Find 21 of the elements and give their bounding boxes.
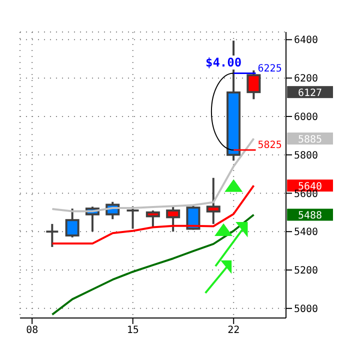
candlestick: [166, 204, 180, 233]
candlestick: [146, 210, 160, 229]
y-tick-label: 6400: [294, 35, 318, 46]
y-tick-label: 5400: [294, 227, 318, 238]
y-tick-label: 5000: [294, 304, 318, 315]
y-tick-label: 5800: [294, 150, 318, 162]
x-tick-label: 22: [228, 325, 240, 336]
line-series: [51, 184, 255, 245]
y-tick-label: 5200: [294, 266, 318, 277]
x-tick-label: 15: [126, 325, 139, 336]
ref-line-label: 6225: [258, 63, 282, 74]
candlestick: [65, 208, 80, 238]
line-series: [51, 214, 255, 316]
text: 5885: [298, 134, 322, 146]
x-tick-label: 08: [26, 325, 38, 336]
y-tick-label: 6200: [294, 74, 318, 85]
y-tick-label: 6000: [294, 112, 318, 124]
annotation: $4.00: [205, 56, 242, 70]
text: 5488: [298, 210, 322, 222]
ref-line-label: 5825: [258, 140, 282, 152]
text: 6127: [298, 88, 322, 100]
